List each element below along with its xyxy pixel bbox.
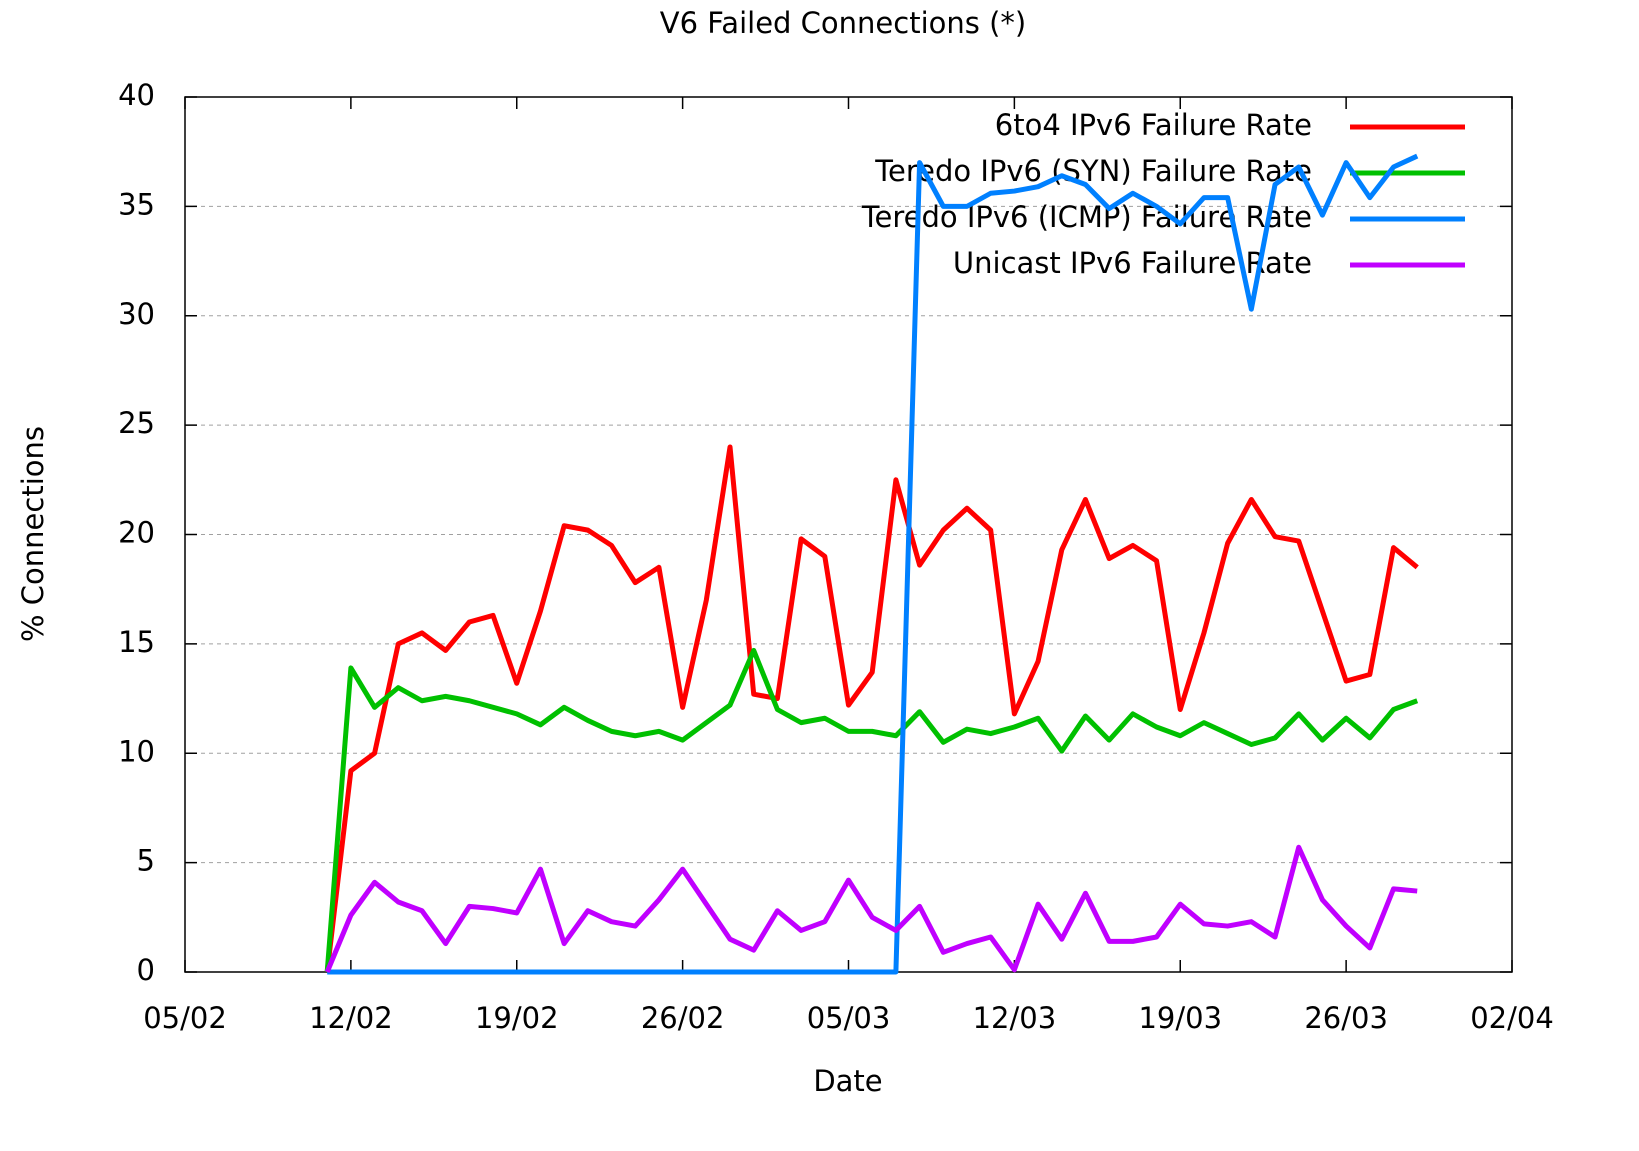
y-tick-label: 20	[118, 516, 155, 550]
x-axis-label: Date	[813, 1064, 882, 1098]
plot-frame	[184, 96, 1513, 973]
x-tick-label: 19/02	[475, 1001, 559, 1035]
x-tick-label: 02/04	[1470, 1001, 1554, 1035]
x-tick-label: 12/03	[973, 1001, 1057, 1035]
series-line	[324, 444, 1419, 973]
y-tick-label: 35	[118, 187, 155, 221]
y-tick-label: 25	[118, 406, 155, 440]
y-tick-label: 40	[118, 78, 155, 112]
legend-label: Teredo IPv6 (SYN) Failure Rate	[874, 154, 1312, 188]
y-axis-label: % Connections	[16, 426, 50, 642]
x-tick-label: 05/03	[807, 1001, 891, 1035]
x-tick-label: 05/02	[143, 1001, 227, 1035]
x-tick-label: 26/02	[641, 1001, 725, 1035]
legend-label: Unicast IPv6 Failure Rate	[953, 246, 1312, 280]
x-tick-label: 19/03	[1138, 1001, 1222, 1035]
chart-title: V6 Failed Connections (*)	[660, 6, 1026, 40]
x-tick-label: 12/02	[309, 1001, 393, 1035]
y-tick-label: 15	[118, 625, 155, 659]
y-tick-label: 30	[118, 297, 155, 331]
x-tick-label: 26/03	[1304, 1001, 1388, 1035]
series-line	[324, 844, 1418, 973]
series-line	[324, 647, 1419, 973]
y-tick-label: 10	[118, 734, 155, 768]
y-tick-label: 5	[137, 844, 155, 878]
series-line	[327, 153, 1419, 975]
legend-label: Teredo IPv6 (ICMP) Failure Rate	[861, 200, 1312, 234]
legend-label: 6to4 IPv6 Failure Rate	[995, 108, 1312, 142]
y-tick-label: 0	[137, 953, 155, 987]
